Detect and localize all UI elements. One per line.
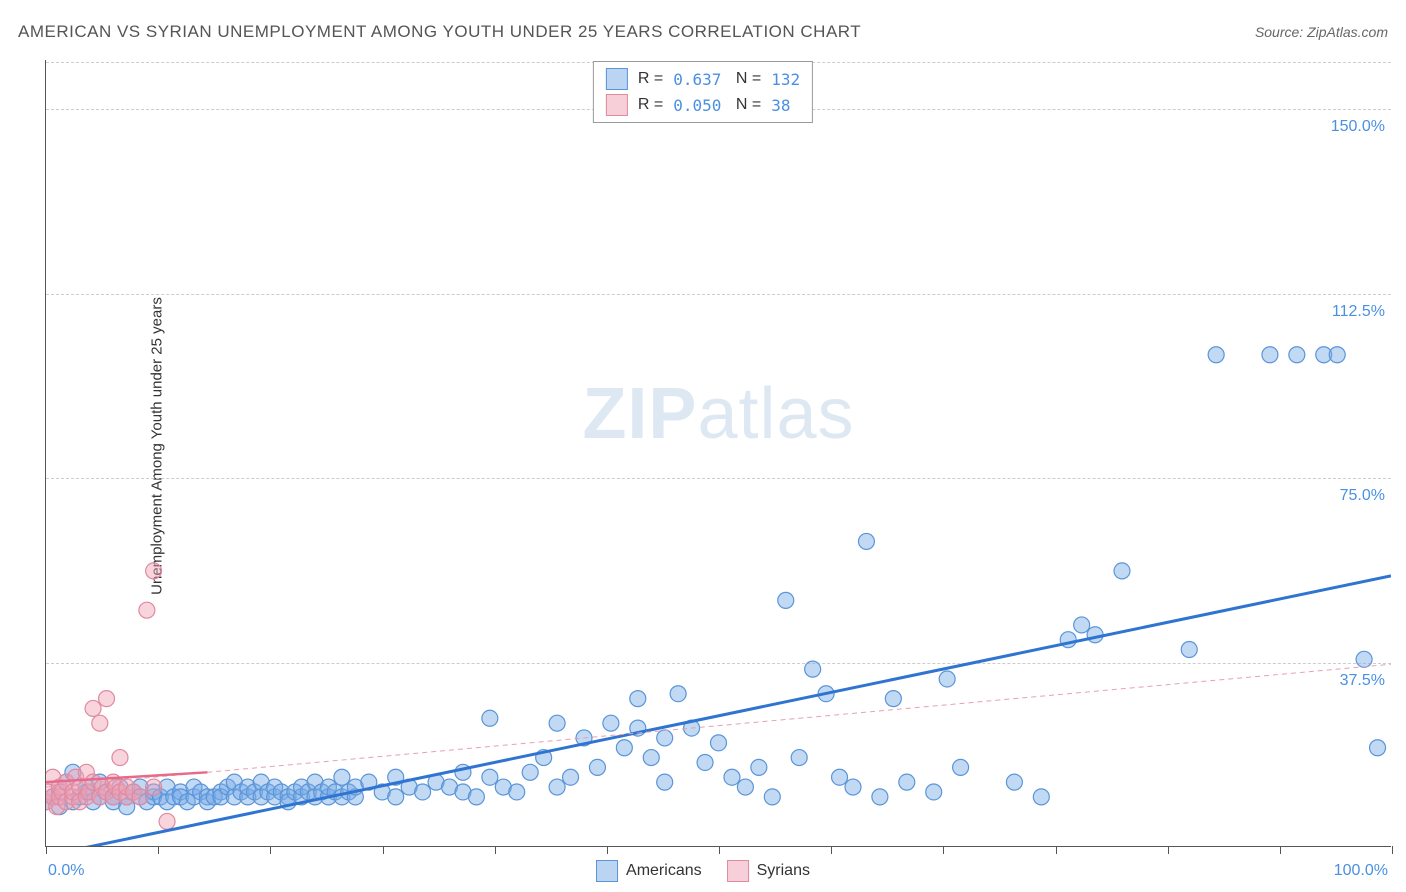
data-point bbox=[1329, 347, 1345, 363]
data-point bbox=[146, 563, 162, 579]
data-point bbox=[899, 774, 915, 790]
legend-swatch bbox=[606, 94, 628, 116]
data-point bbox=[482, 710, 498, 726]
data-point bbox=[1006, 774, 1022, 790]
data-point bbox=[589, 759, 605, 775]
data-point bbox=[85, 700, 101, 716]
x-tick bbox=[719, 846, 720, 854]
data-point bbox=[132, 789, 148, 805]
x-tick bbox=[1168, 846, 1169, 854]
series-legend-label: Syrians bbox=[757, 862, 810, 880]
data-point bbox=[563, 769, 579, 785]
correlation-legend: R = 0.637 N = 132 R = 0.050 N = 38 bbox=[593, 61, 813, 123]
legend-n-value: 38 bbox=[771, 96, 790, 115]
legend-r-value: 0.637 bbox=[673, 70, 721, 89]
x-axis-min-label: 0.0% bbox=[48, 862, 84, 880]
data-point bbox=[415, 784, 431, 800]
x-tick bbox=[831, 846, 832, 854]
data-point bbox=[711, 735, 727, 751]
legend-r-value: 0.050 bbox=[673, 96, 721, 115]
data-point bbox=[832, 769, 848, 785]
scatter-plot-svg bbox=[46, 60, 1391, 846]
data-point bbox=[670, 686, 686, 702]
series-legend: Americans Syrians bbox=[596, 860, 810, 882]
data-point bbox=[603, 715, 619, 731]
data-point bbox=[99, 691, 115, 707]
data-point bbox=[643, 750, 659, 766]
x-tick bbox=[270, 846, 271, 854]
data-point bbox=[1262, 347, 1278, 363]
x-tick bbox=[383, 846, 384, 854]
data-point bbox=[482, 769, 498, 785]
chart-source: Source: ZipAtlas.com bbox=[1255, 24, 1388, 40]
data-point bbox=[630, 691, 646, 707]
data-point bbox=[953, 759, 969, 775]
data-point bbox=[805, 661, 821, 677]
chart-header: AMERICAN VS SYRIAN UNEMPLOYMENT AMONG YO… bbox=[18, 22, 1388, 42]
data-point bbox=[334, 769, 350, 785]
data-point bbox=[549, 715, 565, 731]
legend-n-value: 132 bbox=[771, 70, 800, 89]
series-legend-item: Americans bbox=[596, 860, 702, 882]
legend-swatch bbox=[596, 860, 618, 882]
data-point bbox=[1289, 347, 1305, 363]
x-tick bbox=[1280, 846, 1281, 854]
data-point bbox=[751, 759, 767, 775]
data-point bbox=[468, 789, 484, 805]
x-tick bbox=[943, 846, 944, 854]
x-tick bbox=[46, 846, 47, 854]
legend-row: R = 0.637 N = 132 bbox=[606, 66, 800, 92]
legend-n-label: N = bbox=[731, 96, 761, 114]
data-point bbox=[764, 789, 780, 805]
data-point bbox=[737, 779, 753, 795]
data-point bbox=[112, 750, 128, 766]
data-point bbox=[845, 779, 861, 795]
legend-swatch bbox=[727, 860, 749, 882]
data-point bbox=[616, 740, 632, 756]
data-point bbox=[697, 754, 713, 770]
legend-swatch bbox=[606, 68, 628, 90]
data-point bbox=[872, 789, 888, 805]
legend-row: R = 0.050 N = 38 bbox=[606, 92, 800, 118]
legend-n-label: N = bbox=[731, 70, 761, 88]
trend-line bbox=[46, 576, 1391, 846]
data-point bbox=[657, 730, 673, 746]
trend-line-dashed bbox=[46, 664, 1391, 787]
x-tick bbox=[607, 846, 608, 854]
x-tick bbox=[1056, 846, 1057, 854]
data-point bbox=[1208, 347, 1224, 363]
data-point bbox=[522, 764, 538, 780]
data-point bbox=[1356, 651, 1372, 667]
data-point bbox=[1370, 740, 1386, 756]
x-axis-max-label: 100.0% bbox=[1334, 862, 1388, 880]
series-legend-item: Syrians bbox=[727, 860, 810, 882]
data-point bbox=[146, 779, 162, 795]
data-point bbox=[939, 671, 955, 687]
legend-r-label: R = bbox=[638, 96, 663, 114]
x-tick bbox=[1392, 846, 1393, 854]
data-point bbox=[885, 691, 901, 707]
data-point bbox=[858, 533, 874, 549]
data-point bbox=[159, 813, 175, 829]
data-point bbox=[388, 789, 404, 805]
data-point bbox=[92, 715, 108, 731]
data-point bbox=[1181, 642, 1197, 658]
data-point bbox=[509, 784, 525, 800]
x-tick bbox=[158, 846, 159, 854]
data-point bbox=[657, 774, 673, 790]
legend-r-label: R = bbox=[638, 70, 663, 88]
data-point bbox=[778, 592, 794, 608]
chart-plot-area: ZIPatlas 37.5%75.0%112.5%150.0% bbox=[45, 60, 1391, 847]
data-point bbox=[1033, 789, 1049, 805]
data-point bbox=[1114, 563, 1130, 579]
data-point bbox=[926, 784, 942, 800]
data-point bbox=[791, 750, 807, 766]
x-tick bbox=[495, 846, 496, 854]
data-point bbox=[724, 769, 740, 785]
series-legend-label: Americans bbox=[626, 862, 702, 880]
data-point bbox=[549, 779, 565, 795]
data-point bbox=[1074, 617, 1090, 633]
data-point bbox=[139, 602, 155, 618]
chart-title: AMERICAN VS SYRIAN UNEMPLOYMENT AMONG YO… bbox=[18, 22, 861, 42]
